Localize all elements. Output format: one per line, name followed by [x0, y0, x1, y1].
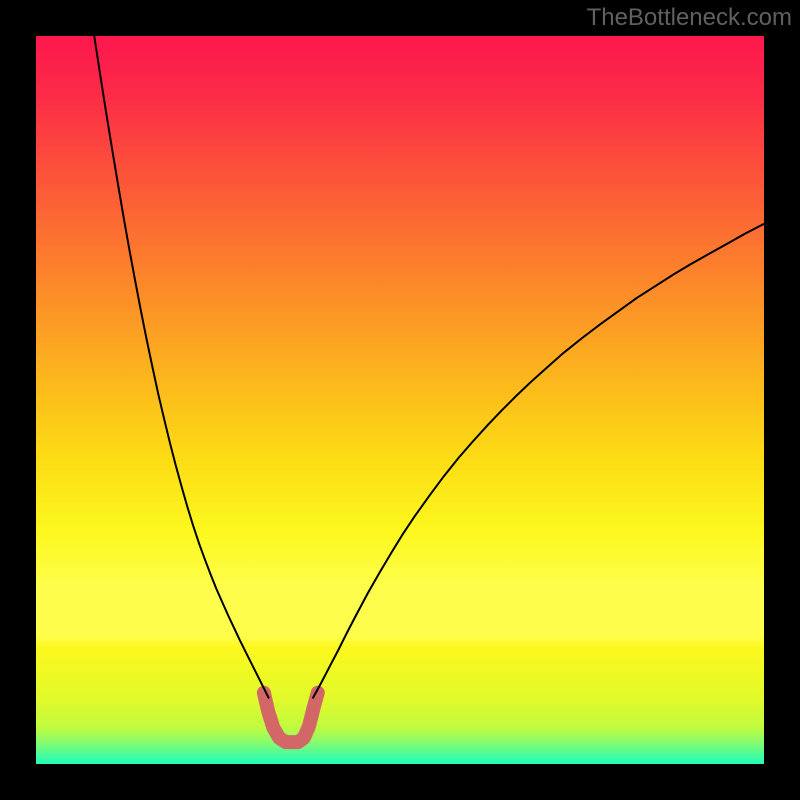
- plot-background: [36, 36, 764, 764]
- chart-root: TheBottleneck.com: [0, 0, 800, 800]
- chart-svg: [0, 0, 800, 800]
- watermark-text: TheBottleneck.com: [587, 4, 792, 32]
